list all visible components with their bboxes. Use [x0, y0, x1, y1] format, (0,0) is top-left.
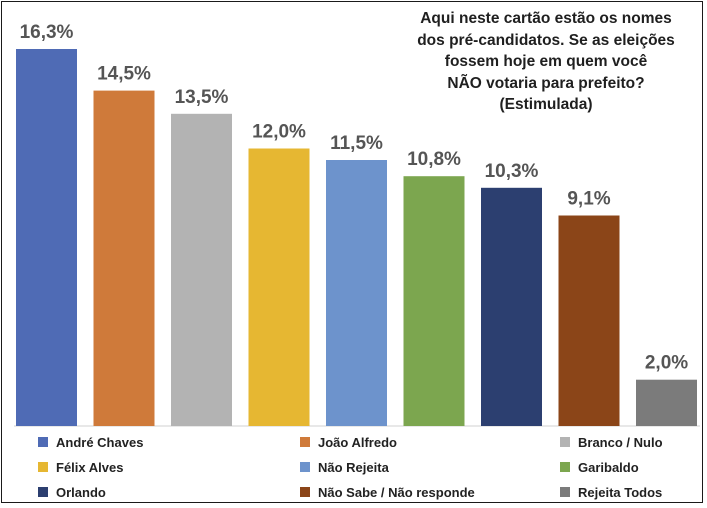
bar: [171, 113, 232, 427]
legend-swatch: [38, 437, 48, 447]
legend-item: Garibaldo: [560, 459, 639, 475]
bar: [326, 160, 387, 426]
legend-label: Garibaldo: [578, 459, 639, 475]
legend-swatch: [560, 462, 570, 472]
chart-title-line: Aqui neste cartão estão os nomes: [420, 10, 672, 27]
bar-value-label: 11,5%: [330, 133, 383, 154]
legend-item: Não Sabe / Não responde: [300, 484, 475, 500]
legend-swatch: [300, 462, 310, 472]
bar-value-label: 9,1%: [567, 189, 610, 210]
bar: [558, 215, 620, 426]
legend-label: André Chaves: [56, 434, 144, 450]
bar-value-label: 13,5%: [175, 87, 229, 108]
bar: [93, 90, 155, 426]
legend-swatch: [560, 487, 570, 497]
legend-swatch: [560, 437, 570, 447]
legend-item: Orlando: [38, 484, 106, 500]
legend-swatch: [38, 487, 48, 497]
chart-title-line: dos pré-candidatos. Se as eleições: [417, 31, 675, 49]
legend-swatch: [300, 487, 310, 497]
bar-group: 16,3% 14,5% 13,5% 12,0% 11,5% 10,8% 10,3% 9,1% 2…: [16, 22, 697, 427]
legend-label: Não Sabe / Não responde: [318, 484, 475, 500]
bar: [403, 176, 465, 426]
bar-value-label: 12,0%: [252, 122, 306, 143]
bar: [636, 379, 697, 426]
bar: [16, 49, 77, 426]
legend-label: João Alfredo: [318, 434, 397, 450]
legend-item: Félix Alves: [38, 459, 123, 475]
chart-title-line: (Estimulada): [499, 96, 593, 114]
bar-value-label: 14,5%: [97, 64, 151, 85]
bar-value-label: 10,8%: [407, 149, 461, 170]
legend-swatch: [38, 462, 48, 472]
legend-item: João Alfredo: [300, 434, 397, 450]
legend-label: Félix Alves: [56, 459, 124, 475]
bar-value-label: 2,0%: [645, 353, 688, 374]
bar: [481, 187, 542, 426]
legend-swatch: [300, 437, 310, 447]
legend-item: Não Rejeita: [300, 459, 389, 475]
bar-value-label: 16,3%: [20, 22, 74, 43]
legend-item: Rejeita Todos: [560, 484, 662, 500]
bar: [248, 148, 310, 426]
chart-title-line: NÃO votaria para prefeito?: [447, 74, 645, 92]
legend-item: Branco / Nulo: [560, 434, 663, 450]
legend-label: Orlando: [56, 484, 106, 500]
chart-title-line: fossem hoje em quem você: [444, 53, 648, 71]
legend-label: Não Rejeita: [318, 459, 389, 475]
bar-value-label: 10,3%: [485, 161, 539, 182]
legend-item: André Chaves: [38, 434, 143, 450]
chart-title: Aqui neste cartão estão os nomes dos pré…: [396, 8, 696, 116]
legend-label: Rejeita Todos: [578, 484, 663, 500]
legend-label: Branco / Nulo: [578, 434, 663, 450]
